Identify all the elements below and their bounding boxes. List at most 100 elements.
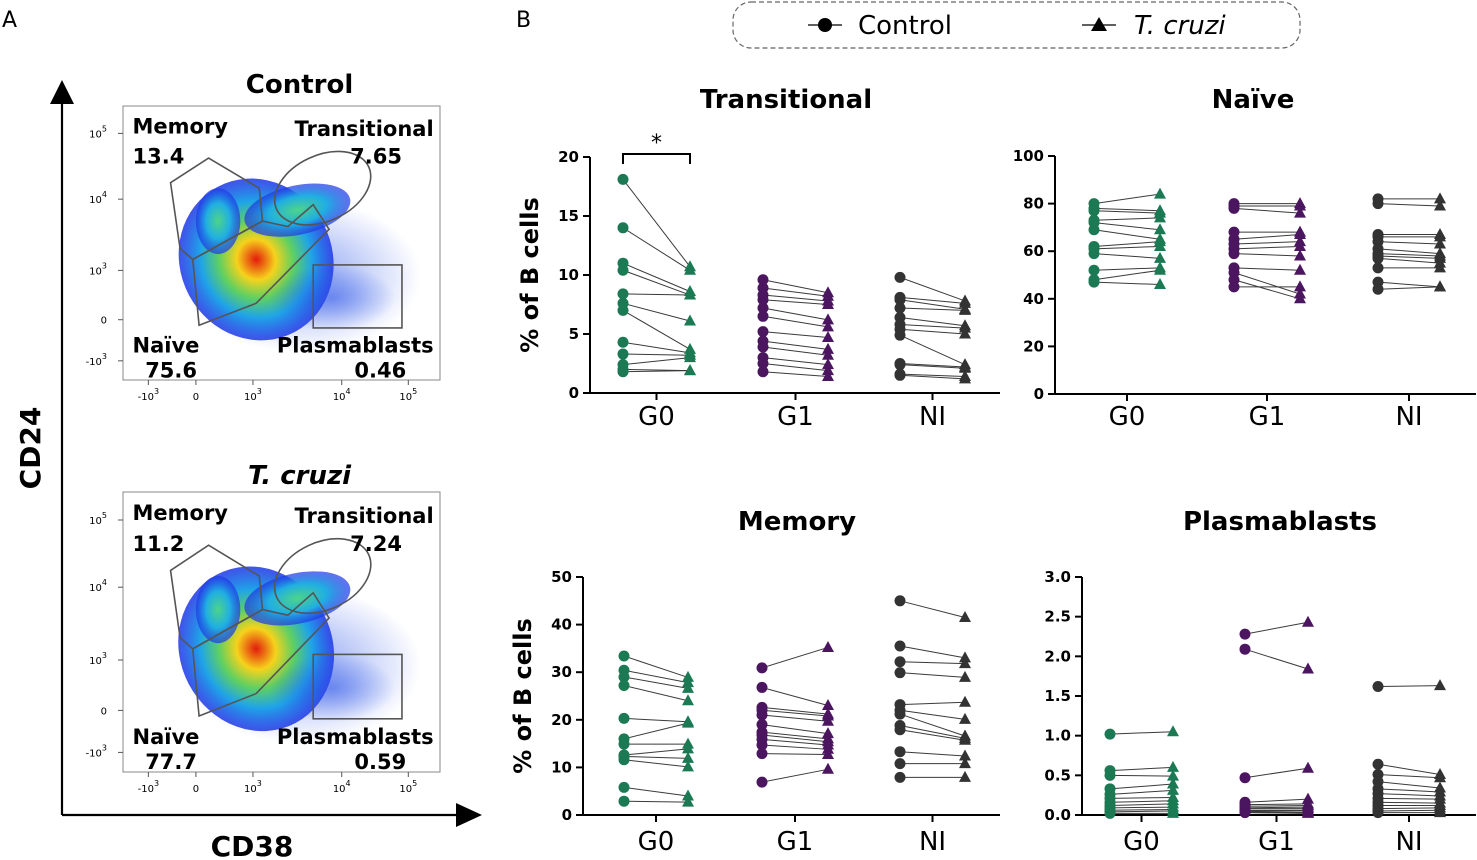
pair-line <box>761 646 829 669</box>
pair-line <box>623 759 689 768</box>
control-point <box>757 294 769 306</box>
tcruzi-point <box>959 610 971 622</box>
transitional-gate-name: Transitional <box>294 117 433 141</box>
tcruzi-point <box>1294 292 1306 304</box>
tcruzi-point <box>1294 249 1306 261</box>
pair-line <box>1244 798 1309 803</box>
tcruzi-point <box>1154 239 1166 251</box>
tcruzi-point <box>822 358 834 370</box>
flow-y-tick-label: 104 <box>89 190 107 206</box>
tcruzi-point <box>1302 662 1314 674</box>
pair-line <box>1109 808 1174 811</box>
pair-line <box>1377 685 1441 687</box>
chart-plasmablasts: Plasmablasts 0.0 0.5 1.0 1.5 2.0 2.5 3.0 G0 G1 NI <box>1044 507 1476 857</box>
pair-line <box>1093 281 1161 286</box>
density-tail <box>268 654 396 722</box>
transitional-gate <box>273 150 372 226</box>
pair-line <box>1377 241 1441 245</box>
pair-line <box>1377 807 1441 810</box>
plasmablasts-gate-name: Plasmablasts <box>277 334 434 358</box>
control-point <box>618 781 630 793</box>
pair-line <box>1233 234 1301 240</box>
tcruzi-point <box>959 712 971 724</box>
control-point <box>1372 283 1384 295</box>
tcruzi-point <box>822 762 834 774</box>
pair-line <box>1377 763 1441 776</box>
flow-x-tick-exp: 3 <box>257 387 262 396</box>
flow-plot-1: Control Memory 13.4 Transitional 7.65 Naïve75… <box>86 70 441 403</box>
pair-line <box>1377 781 1441 789</box>
pair-line <box>1377 257 1441 264</box>
y-tick-label: 0.5 <box>1044 766 1071 784</box>
tcruzi-point <box>822 699 834 711</box>
y-tick-label: 0.0 <box>1044 806 1071 824</box>
control-point <box>1228 281 1240 293</box>
pair-line <box>1109 810 1174 813</box>
pair-line <box>761 753 829 756</box>
control-point <box>894 359 906 371</box>
plasmablasts-gate-name: Plasmablasts <box>277 725 434 749</box>
pair-line <box>622 341 691 354</box>
y-tick-label: 20 <box>558 148 579 166</box>
pair-line <box>899 299 966 310</box>
pair-line <box>622 293 691 296</box>
control-point <box>618 650 630 662</box>
control-point <box>1372 262 1384 274</box>
significance-star: * <box>651 131 662 156</box>
flow-x-tick-label: 104 <box>333 387 351 403</box>
pair-line <box>623 755 689 759</box>
y-tick-label: 5 <box>569 325 579 343</box>
tcruzi-point <box>1167 725 1179 737</box>
pair-line <box>1093 245 1161 250</box>
tcruzi-point <box>959 296 971 308</box>
y-tick-label: 10 <box>551 758 572 776</box>
tcruzi-point <box>822 348 834 360</box>
pair-line <box>761 768 829 783</box>
pair-line <box>1233 241 1301 245</box>
control-point <box>894 724 906 736</box>
naive-gate <box>191 591 331 718</box>
pair-line <box>762 299 829 305</box>
control-point <box>1372 680 1384 692</box>
flow-y-tick-label: 0 <box>101 316 107 327</box>
control-point <box>757 366 769 378</box>
tcruzi-point <box>1294 263 1306 275</box>
pair-line <box>762 363 829 372</box>
pair-line <box>1377 286 1441 290</box>
tcruzi-point <box>1167 806 1179 818</box>
tcruzi-point <box>959 327 971 339</box>
y-tick-label: 1.0 <box>1044 727 1071 745</box>
pair-line <box>623 786 689 797</box>
pair-line <box>762 340 829 350</box>
y-tick-label: 40 <box>1023 290 1044 308</box>
pair-line <box>1109 797 1174 799</box>
tcruzi-point <box>682 681 694 693</box>
tcruzi-point <box>1167 783 1179 795</box>
control-point <box>757 326 769 338</box>
tcruzi-point <box>1294 199 1306 211</box>
plasmablasts-gate <box>312 264 403 329</box>
pair-line <box>622 179 691 268</box>
pair-line <box>1093 207 1161 212</box>
control-point <box>757 310 769 322</box>
flow-y-tick-label: 103 <box>89 261 107 277</box>
y-tick-label: 10 <box>558 266 579 284</box>
tcruzi-point <box>822 714 834 726</box>
pair-line <box>761 738 829 746</box>
pair-line <box>1093 229 1161 240</box>
pair-line <box>1377 255 1441 259</box>
memory-gate-value: 11.2 <box>133 532 185 556</box>
pair-line <box>762 315 829 328</box>
tcruzi-point <box>682 676 694 688</box>
pair-line <box>1244 804 1309 807</box>
tcruzi-point <box>1434 199 1446 211</box>
control-point <box>617 222 629 234</box>
control-point <box>1239 628 1251 640</box>
control-point <box>617 304 629 316</box>
pair-line <box>1233 245 1301 250</box>
pair-line <box>1377 248 1441 255</box>
tcruzi-point <box>684 263 696 275</box>
tcruzi-point <box>1294 206 1306 218</box>
pair-line <box>622 353 691 356</box>
pair-line <box>761 709 829 717</box>
